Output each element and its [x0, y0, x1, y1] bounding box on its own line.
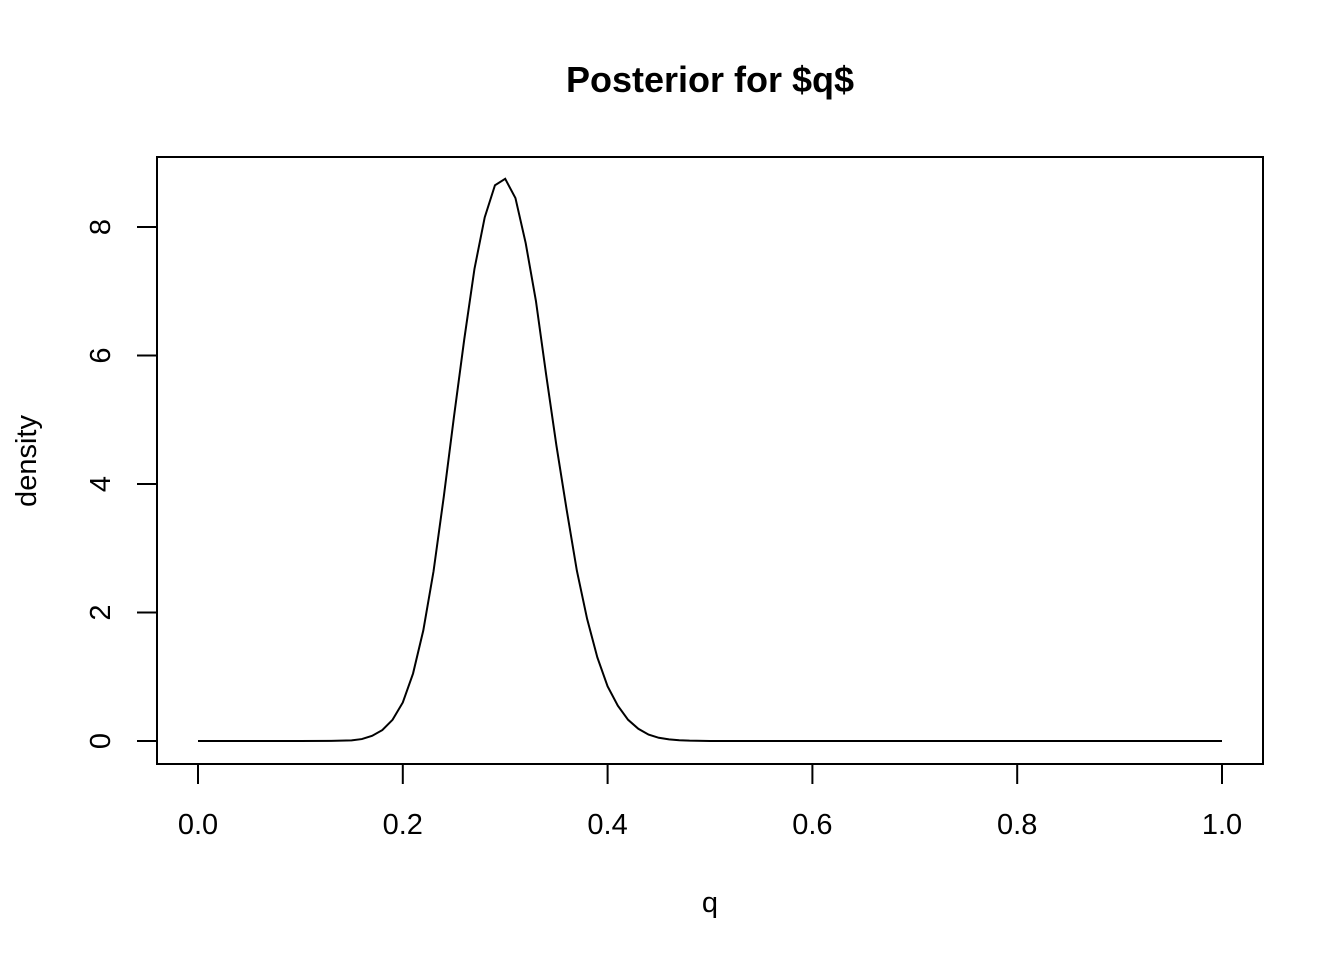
x-axis: 0.0 0.2 0.4 0.6 0.8 1.0 — [178, 763, 1242, 841]
chart-title: Posterior for $q$ — [566, 59, 854, 100]
x-axis-label: q — [702, 887, 718, 919]
x-tick-label: 0.4 — [587, 809, 627, 841]
density-curve — [198, 177, 1222, 742]
y-tick-label: 6 — [85, 347, 117, 363]
x-tick-label: 0.8 — [997, 809, 1037, 841]
y-axis: 0 2 4 6 8 — [85, 219, 158, 749]
y-axis-label: density — [11, 415, 43, 507]
x-tick-label: 0.2 — [383, 809, 423, 841]
y-tick-label: 8 — [85, 219, 117, 235]
x-tick-label: 1.0 — [1202, 809, 1242, 841]
plot-frame — [156, 156, 1264, 765]
x-tick-label: 0.6 — [792, 809, 832, 841]
y-tick-label: 0 — [85, 733, 117, 749]
x-tick-label: 0.0 — [178, 809, 218, 841]
y-tick-label: 2 — [85, 604, 117, 620]
y-tick-label: 4 — [85, 476, 117, 492]
